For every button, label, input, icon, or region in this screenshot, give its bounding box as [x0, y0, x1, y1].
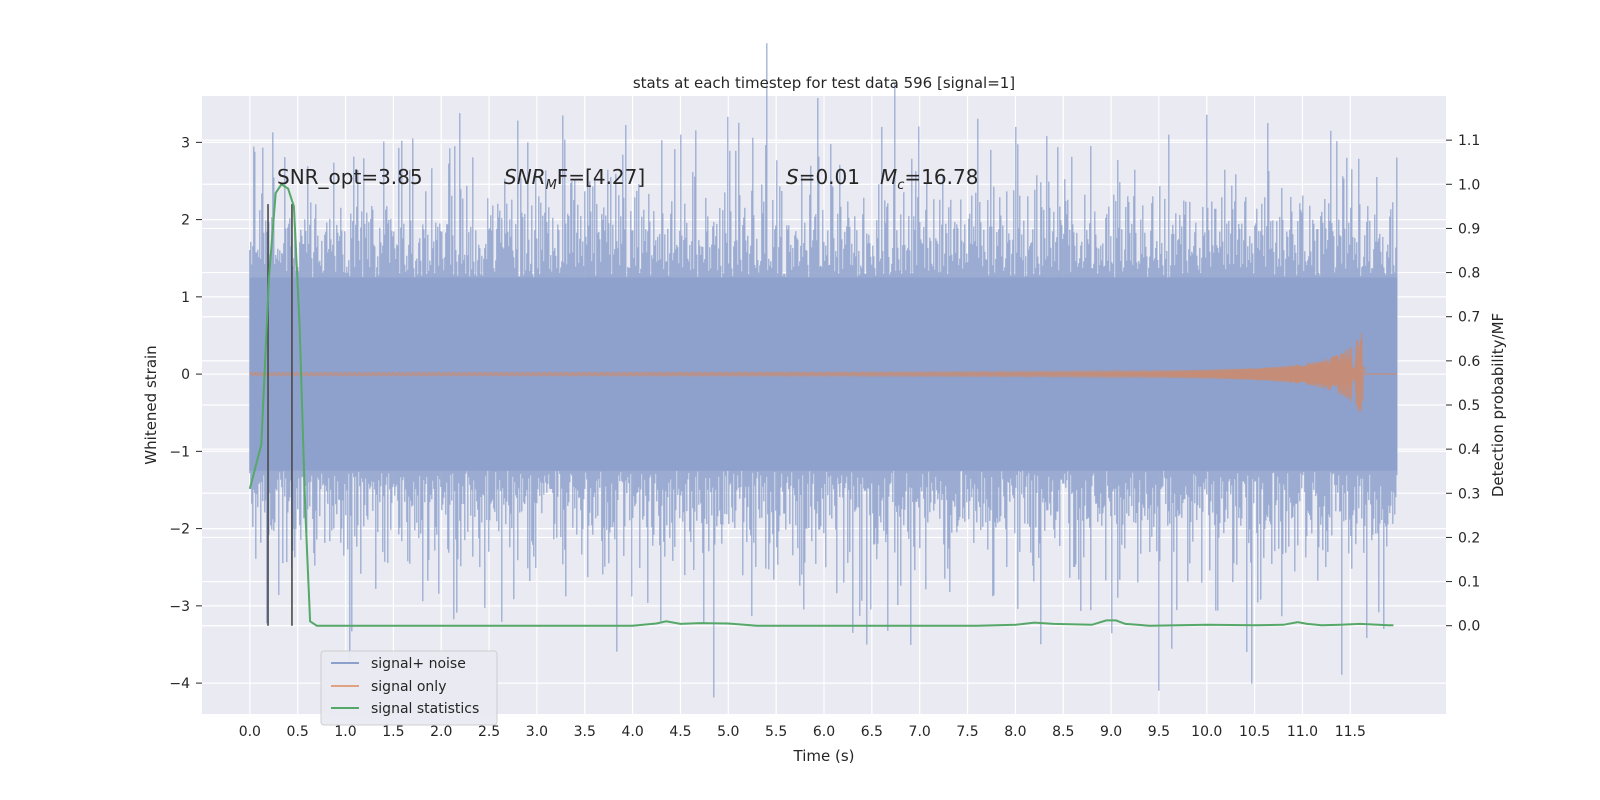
y-tick-labels: 3 2 1 0 −1 −2 −3 −4 [169, 135, 202, 692]
legend-box [320, 650, 498, 726]
y-right-axis-label: Detection probability/MF [1489, 313, 1507, 497]
annotation-mc: Mc=16.78 [880, 165, 978, 193]
x-tick-label: 9.5 [1148, 724, 1170, 740]
x-tick-label: 7.0 [909, 724, 931, 740]
y-tick-label: 1 [181, 290, 190, 306]
y-tick-label: 3 [181, 135, 190, 151]
signal-only-line [249, 332, 1398, 413]
x-tick-label: 6.5 [861, 724, 883, 740]
signal-only-series [249, 332, 1398, 413]
y-right-tick-label: 0.2 [1458, 530, 1480, 546]
x-tick-label: 2.5 [478, 724, 500, 740]
x-tick-label: 3.0 [526, 724, 548, 740]
annotation-mc-main: M [880, 165, 897, 189]
x-tick-label: 0.5 [287, 724, 309, 740]
x-tick-labels: 0.0 0.5 1.0 1.5 2.0 2.5 3.0 3.5 4.0 4.5 5.0 5.5 6.0 6… [239, 724, 1366, 740]
x-tick-label: 1.5 [382, 724, 404, 740]
y-tick-label: −1 [169, 444, 190, 460]
chart-title: stats at each timestep for test data 596… [633, 74, 1015, 92]
y-right-tick-labels: 1.1 1.0 0.9 0.8 0.7 0.6 0.5 0.4 0.3 0.2 0.1 0.0 [1446, 133, 1480, 635]
x-tick-label: 8.5 [1052, 724, 1074, 740]
y-right-tick-label: 0.5 [1458, 398, 1480, 414]
annotation-snr-mf-rest: F=[4.27] [557, 165, 645, 189]
y-tick-label: −3 [169, 599, 190, 615]
annotation-snr-mf-main: SNR [504, 165, 546, 189]
x-tick-label: 0.0 [239, 724, 261, 740]
y-right-tick-label: 0.9 [1458, 221, 1480, 237]
y-right-tick-label: 0.6 [1458, 354, 1480, 370]
annotation-s-main: S [786, 165, 799, 189]
annotation-snr-mf-sub: M [546, 178, 557, 193]
y-right-tick-label: 0.4 [1458, 442, 1480, 458]
x-tick-label: 11.0 [1287, 724, 1318, 740]
y-right-tick-label: 0.0 [1458, 619, 1480, 635]
y-right-tick-label: 0.1 [1458, 575, 1480, 591]
y-tick-label: −4 [169, 676, 190, 692]
annotation-s-rest: =0.01 [799, 165, 860, 189]
y-tick-label: 2 [181, 213, 190, 229]
x-tick-label: 4.0 [621, 724, 643, 740]
x-tick-label: 6.0 [813, 724, 835, 740]
x-tick-label: 2.0 [430, 724, 452, 740]
y-axis-label: Whitened strain [142, 345, 160, 464]
legend-label-signal-noise: signal+ noise [371, 656, 466, 672]
y-tick-label: −2 [169, 522, 190, 538]
legend-label-signal-only: signal only [371, 679, 446, 695]
y-right-tick-label: 0.8 [1458, 266, 1480, 282]
x-tick-label: 4.5 [669, 724, 691, 740]
x-tick-label: 11.5 [1335, 724, 1366, 740]
x-tick-label: 10.5 [1239, 724, 1270, 740]
y-right-tick-label: 1.1 [1458, 133, 1480, 149]
x-axis-label: Time (s) [793, 747, 855, 765]
vertical-markers [267, 204, 293, 626]
y-right-tick-label: 0.7 [1458, 310, 1480, 326]
x-tick-label: 8.0 [1004, 724, 1026, 740]
annotation-mc-rest: =16.78 [904, 165, 978, 189]
x-tick-label: 1.0 [334, 724, 356, 740]
y-tick-label: 0 [181, 367, 190, 383]
annotation-mc-sub: c [897, 178, 904, 193]
y-right-tick-label: 1.0 [1458, 177, 1480, 193]
x-tick-label: 5.0 [717, 724, 739, 740]
signal-statistics-line [248, 182, 1394, 627]
annotation-s: S=0.01 [786, 165, 860, 189]
y-right-tick-label: 0.3 [1458, 486, 1480, 502]
annotation-snr-mf: SNRMF=[4.27] [504, 165, 645, 193]
x-tick-label: 9.0 [1100, 724, 1122, 740]
signal-statistics-series [248, 182, 1394, 627]
x-tick-label: 7.5 [956, 724, 978, 740]
x-tick-label: 5.5 [765, 724, 787, 740]
annotation-snr-opt: SNR_opt=3.85 [277, 165, 423, 189]
legend: signal+ noise signal only signal statist… [320, 650, 498, 726]
x-tick-label: 3.5 [574, 724, 596, 740]
x-tick-label: 10.0 [1191, 724, 1222, 740]
legend-label-signal-statistics: signal statistics [371, 701, 479, 717]
